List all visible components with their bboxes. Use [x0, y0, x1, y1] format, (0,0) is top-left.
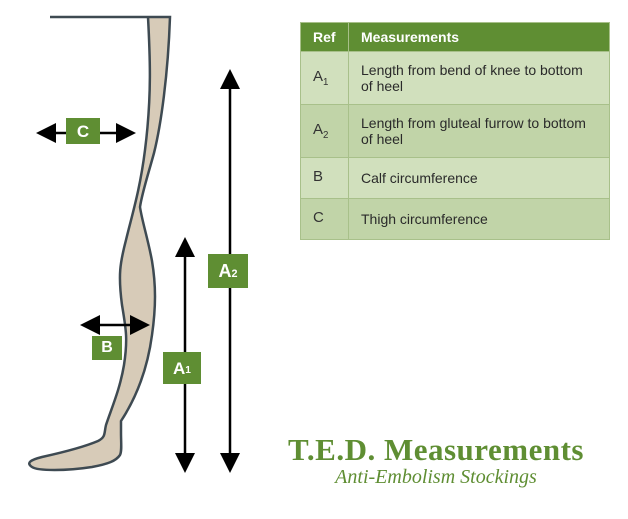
- badge-a1-main: A: [173, 360, 185, 377]
- badge-c-label: C: [77, 123, 89, 140]
- badge-a2-sub: 2: [231, 269, 237, 280]
- badge-a2: A2: [208, 254, 248, 288]
- leg-shape: [29, 17, 170, 470]
- table-row: A1 Length from bend of knee to bottom of…: [301, 52, 610, 105]
- title-sub: Anti-Embolism Stockings: [266, 466, 606, 489]
- ref-cell: A1: [301, 52, 349, 105]
- desc-cell: Calf circumference: [349, 158, 610, 199]
- title-block: T.E.D. Measurements Anti-Embolism Stocki…: [266, 432, 606, 489]
- badge-c: C: [66, 118, 100, 144]
- measurements-table: Ref Measurements A1 Length from bend of …: [300, 22, 610, 240]
- badge-a1: A1: [163, 352, 201, 384]
- table-row: B Calf circumference: [301, 158, 610, 199]
- col-ref: Ref: [301, 23, 349, 52]
- ref-cell: B: [301, 158, 349, 199]
- table-row: C Thigh circumference: [301, 199, 610, 240]
- table-header-row: Ref Measurements: [301, 23, 610, 52]
- desc-cell: Length from gluteal furrow to bottom of …: [349, 105, 610, 158]
- desc-cell: Length from bend of knee to bottom of he…: [349, 52, 610, 105]
- table-row: A2 Length from gluteal furrow to bottom …: [301, 105, 610, 158]
- ref-cell: A2: [301, 105, 349, 158]
- badge-b: B: [92, 336, 122, 360]
- title-main: T.E.D. Measurements: [266, 432, 606, 468]
- col-measurements: Measurements: [349, 23, 610, 52]
- diagram-container: C B A1 A2 Ref Measurements A1 Length fro…: [0, 0, 628, 519]
- desc-cell: Thigh circumference: [349, 199, 610, 240]
- ref-cell: C: [301, 199, 349, 240]
- badge-a1-sub: 1: [185, 366, 191, 376]
- leg-illustration: [20, 15, 290, 475]
- badge-b-label: B: [101, 340, 113, 356]
- badge-a2-main: A: [218, 262, 231, 280]
